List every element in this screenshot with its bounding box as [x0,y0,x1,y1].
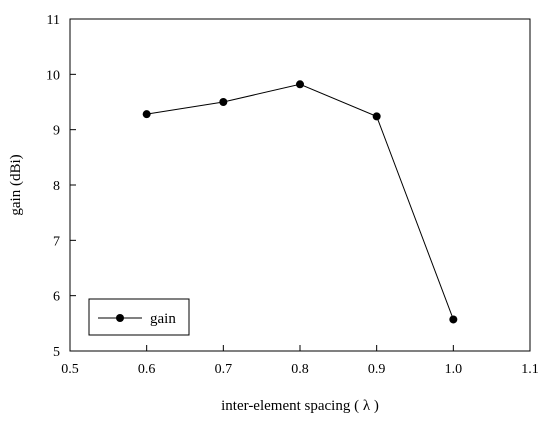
y-tick-label: 11 [47,13,60,28]
x-axis: 0.5 0.6 0.7 0.8 0.9 1.0 1.1 [61,345,539,377]
y-tick-label: 9 [53,124,60,139]
legend-label-gain: gain [150,311,176,327]
legend-box [88,298,190,336]
y-axis-title: gain (dBi) [8,154,24,215]
y-axis: 5 6 7 8 9 10 11 [46,13,76,360]
x-tick-label: 1.0 [445,362,463,377]
legend-marker [116,314,124,322]
y-tick-label: 6 [53,290,60,305]
series-layer [142,80,458,324]
data-point [296,80,304,89]
data-point [449,315,458,324]
y-tick-label: 8 [53,179,60,194]
x-tick-label: 0.6 [138,362,156,377]
x-tick-label: 0.8 [291,362,309,377]
x-tick-label: 0.5 [61,362,79,377]
data-point [219,98,228,106]
y-tick-label: 7 [53,234,60,249]
data-point [372,112,381,121]
x-tick-label: 0.7 [215,362,233,377]
series-line-gain [146,83,454,320]
x-axis-title: inter-element spacing ( λ ) [221,398,379,414]
x-tick-label: 0.9 [368,362,386,377]
y-tick-label: 5 [53,345,60,360]
legend: gain [88,298,190,336]
y-tick-label: 10 [46,68,60,83]
data-point [142,110,151,119]
x-tick-label: 1.1 [521,362,539,377]
